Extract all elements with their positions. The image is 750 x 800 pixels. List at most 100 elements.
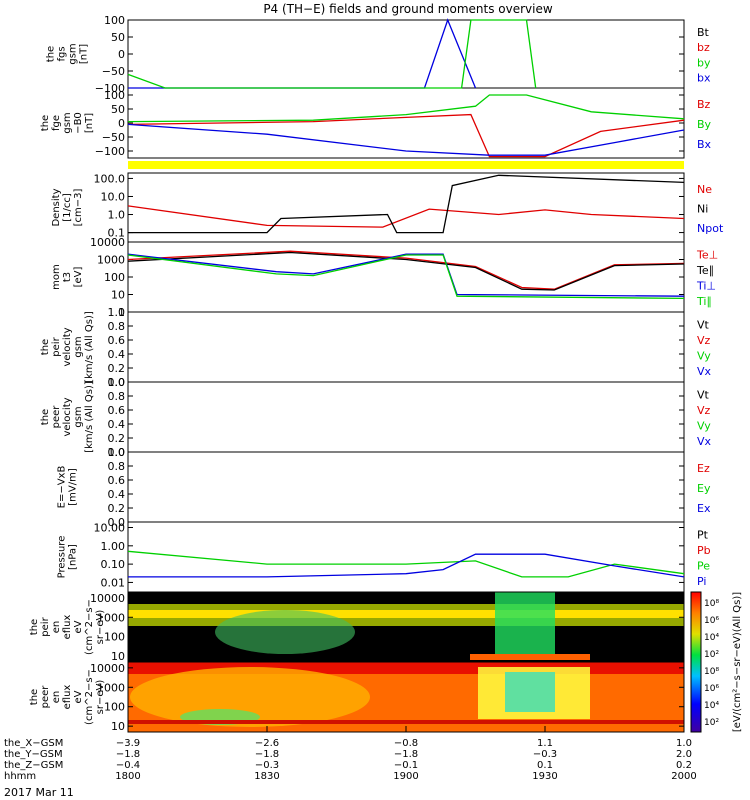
y-axis-label-fge: the <box>40 115 51 131</box>
legend-entry-fge: By <box>697 118 712 131</box>
series-temp-Te∥ <box>127 251 685 291</box>
x-tick-label-z: −0.3 <box>255 760 279 771</box>
colorbar-tick-ion: 10⁶ <box>704 616 719 626</box>
colorbar: 10⁸ 10⁶ 10⁴ 10² 10⁸ 10⁶ 10⁴ 10² [eV/(cm²−s−sr−eV… <box>690 591 743 733</box>
y-axis-label-peirv: gsm <box>73 336 84 357</box>
y-axis-label-temp: t3 <box>62 272 73 282</box>
x-tick-label-y: 2.0 <box>676 749 692 760</box>
y-axis-label-peerv: [km/s (All Qs)] <box>84 381 95 453</box>
y-tick-label: 0.10 <box>101 558 126 571</box>
colorbar-label: [eV/(cm²−s−sr−eV)(All Qs)] <box>732 592 743 732</box>
x-tick-label-y: −1.8 <box>255 749 279 760</box>
x-tick-label-x: 1.1 <box>537 738 553 749</box>
y-tick-label: 1.00 <box>101 540 126 553</box>
series-temp-Ti∥ <box>127 254 685 300</box>
y-tick-label: 0.1 <box>108 227 126 240</box>
x-tick-label-z: 0.2 <box>676 760 692 771</box>
legend-entry-pressure: Pt <box>697 528 709 541</box>
y-axis-label-peerv: velocity <box>62 397 73 436</box>
y-tick-label: 0.4 <box>108 348 126 361</box>
y-axis-label-peir_en: sr−eV) <box>95 610 106 645</box>
y-tick-label: 0.2 <box>108 362 126 375</box>
legend-entry-density: Ni <box>697 202 708 215</box>
x-tick-label-t: 1900 <box>393 771 418 782</box>
legend-entry-fgs: bx <box>697 71 711 84</box>
y-axis-label-fge: gsm <box>62 112 73 133</box>
electron-spectrogram-lowband <box>128 720 684 724</box>
x-tick-label-x: −0.8 <box>394 738 418 749</box>
y-tick-label: 0.01 <box>101 576 126 589</box>
y-tick-label: 0.6 <box>108 474 126 487</box>
x-axis-row-label: the_X−GSM <box>4 738 63 749</box>
y-axis-label-pressure: [nPa] <box>68 544 79 570</box>
y-tick-label: 1.0 <box>108 446 126 459</box>
x-tick-label-y: −1.8 <box>394 749 418 760</box>
y-axis-label-peir_en: eflux <box>62 615 73 640</box>
y-tick-label: 0.2 <box>108 502 126 515</box>
y-tick-label: 0.8 <box>108 390 126 403</box>
y-tick-label: 1.0 <box>108 209 126 222</box>
y-tick-label: 0.4 <box>108 488 126 501</box>
y-tick-label: 10.00 <box>94 522 126 535</box>
legend-entry-fgs: Bt <box>697 26 710 39</box>
legend-entry-peirv: Vx <box>697 365 712 378</box>
y-axis-label-density: [cm−3] <box>73 189 84 227</box>
y-axis-label-peerv: gsm <box>73 406 84 427</box>
y-tick-label: −50 <box>102 65 125 78</box>
y-axis-label-peir_en: eV <box>73 620 84 633</box>
plot-title: P4 (TH−E) fields and ground moments over… <box>263 2 553 16</box>
y-axis-label-peer_en: eV <box>73 690 84 703</box>
ion-spectrogram-lowband <box>470 654 590 660</box>
y-tick-label: −100 <box>95 145 125 158</box>
y-tick-label: 0.2 <box>108 432 126 445</box>
y-axis-label-peer_en: the <box>29 689 40 705</box>
x-tick-label-t: 2000 <box>671 771 696 782</box>
y-axis-label-peirv: velocity <box>62 327 73 366</box>
legend-entry-temp: Te⊥ <box>696 248 718 261</box>
legend-entry-temp: Ti∥ <box>696 295 712 308</box>
colorbar-tick-ion: 10² <box>704 650 719 660</box>
series-fgs-bx <box>128 18 477 89</box>
legend-entry-pressure: Pe <box>697 560 710 573</box>
y-tick-label: 0.8 <box>108 460 126 473</box>
legend-entry-density: Ne <box>697 183 712 196</box>
y-tick-label: 0.0 <box>108 376 126 389</box>
x-tick-label-z: −0.1 <box>394 760 418 771</box>
x-tick-label-x: 1.0 <box>676 738 692 749</box>
series-pressure-Pi <box>128 553 685 578</box>
y-axis-label-density: Density <box>51 188 62 226</box>
ion-spectrogram-core <box>128 610 684 618</box>
x-axis-row-label: hhmm <box>4 771 36 782</box>
y-axis-label-pressure: Pressure <box>57 536 68 579</box>
y-tick-label: −50 <box>102 131 125 144</box>
y-tick-label: 0 <box>118 117 125 130</box>
y-tick-label: 100 <box>104 14 125 27</box>
panel-frame-temp <box>127 241 685 313</box>
y-tick-label: 1 <box>118 306 125 319</box>
legend-entry-fge: Bz <box>697 98 711 111</box>
x-tick-label-y: −0.3 <box>533 749 557 760</box>
y-tick-label: 1000 <box>97 254 125 267</box>
y-tick-label: 0.0 <box>108 516 126 529</box>
ion-spectrogram-patch <box>215 610 355 654</box>
series-density-Ne <box>127 205 685 228</box>
legend-entry-efield: Ey <box>697 482 711 495</box>
y-tick-label: 10.0 <box>101 190 126 203</box>
x-tick-label-z: −0.4 <box>116 760 140 771</box>
y-tick-label: 100 <box>104 271 125 284</box>
y-tick-label: 10 <box>111 720 125 733</box>
series-pressure-Pe <box>127 550 685 578</box>
y-axis-label-peer_en: sr−eV) <box>95 680 106 715</box>
y-axis-label-fge: [nT] <box>84 113 95 133</box>
y-axis-label-fgs: gsm <box>68 43 79 64</box>
series-density-Ni <box>128 174 685 234</box>
y-tick-label: 1.0 <box>108 306 126 319</box>
legend-entry-temp: Te∥ <box>696 264 714 277</box>
y-tick-label: −100 <box>95 82 125 95</box>
x-tick-label-x: −2.6 <box>255 738 279 749</box>
legend-entry-peerv: Vy <box>697 420 711 433</box>
y-tick-label: 50 <box>111 103 125 116</box>
y-tick-label: 50 <box>111 31 125 44</box>
legend-entry-pressure: Pb <box>697 544 711 557</box>
